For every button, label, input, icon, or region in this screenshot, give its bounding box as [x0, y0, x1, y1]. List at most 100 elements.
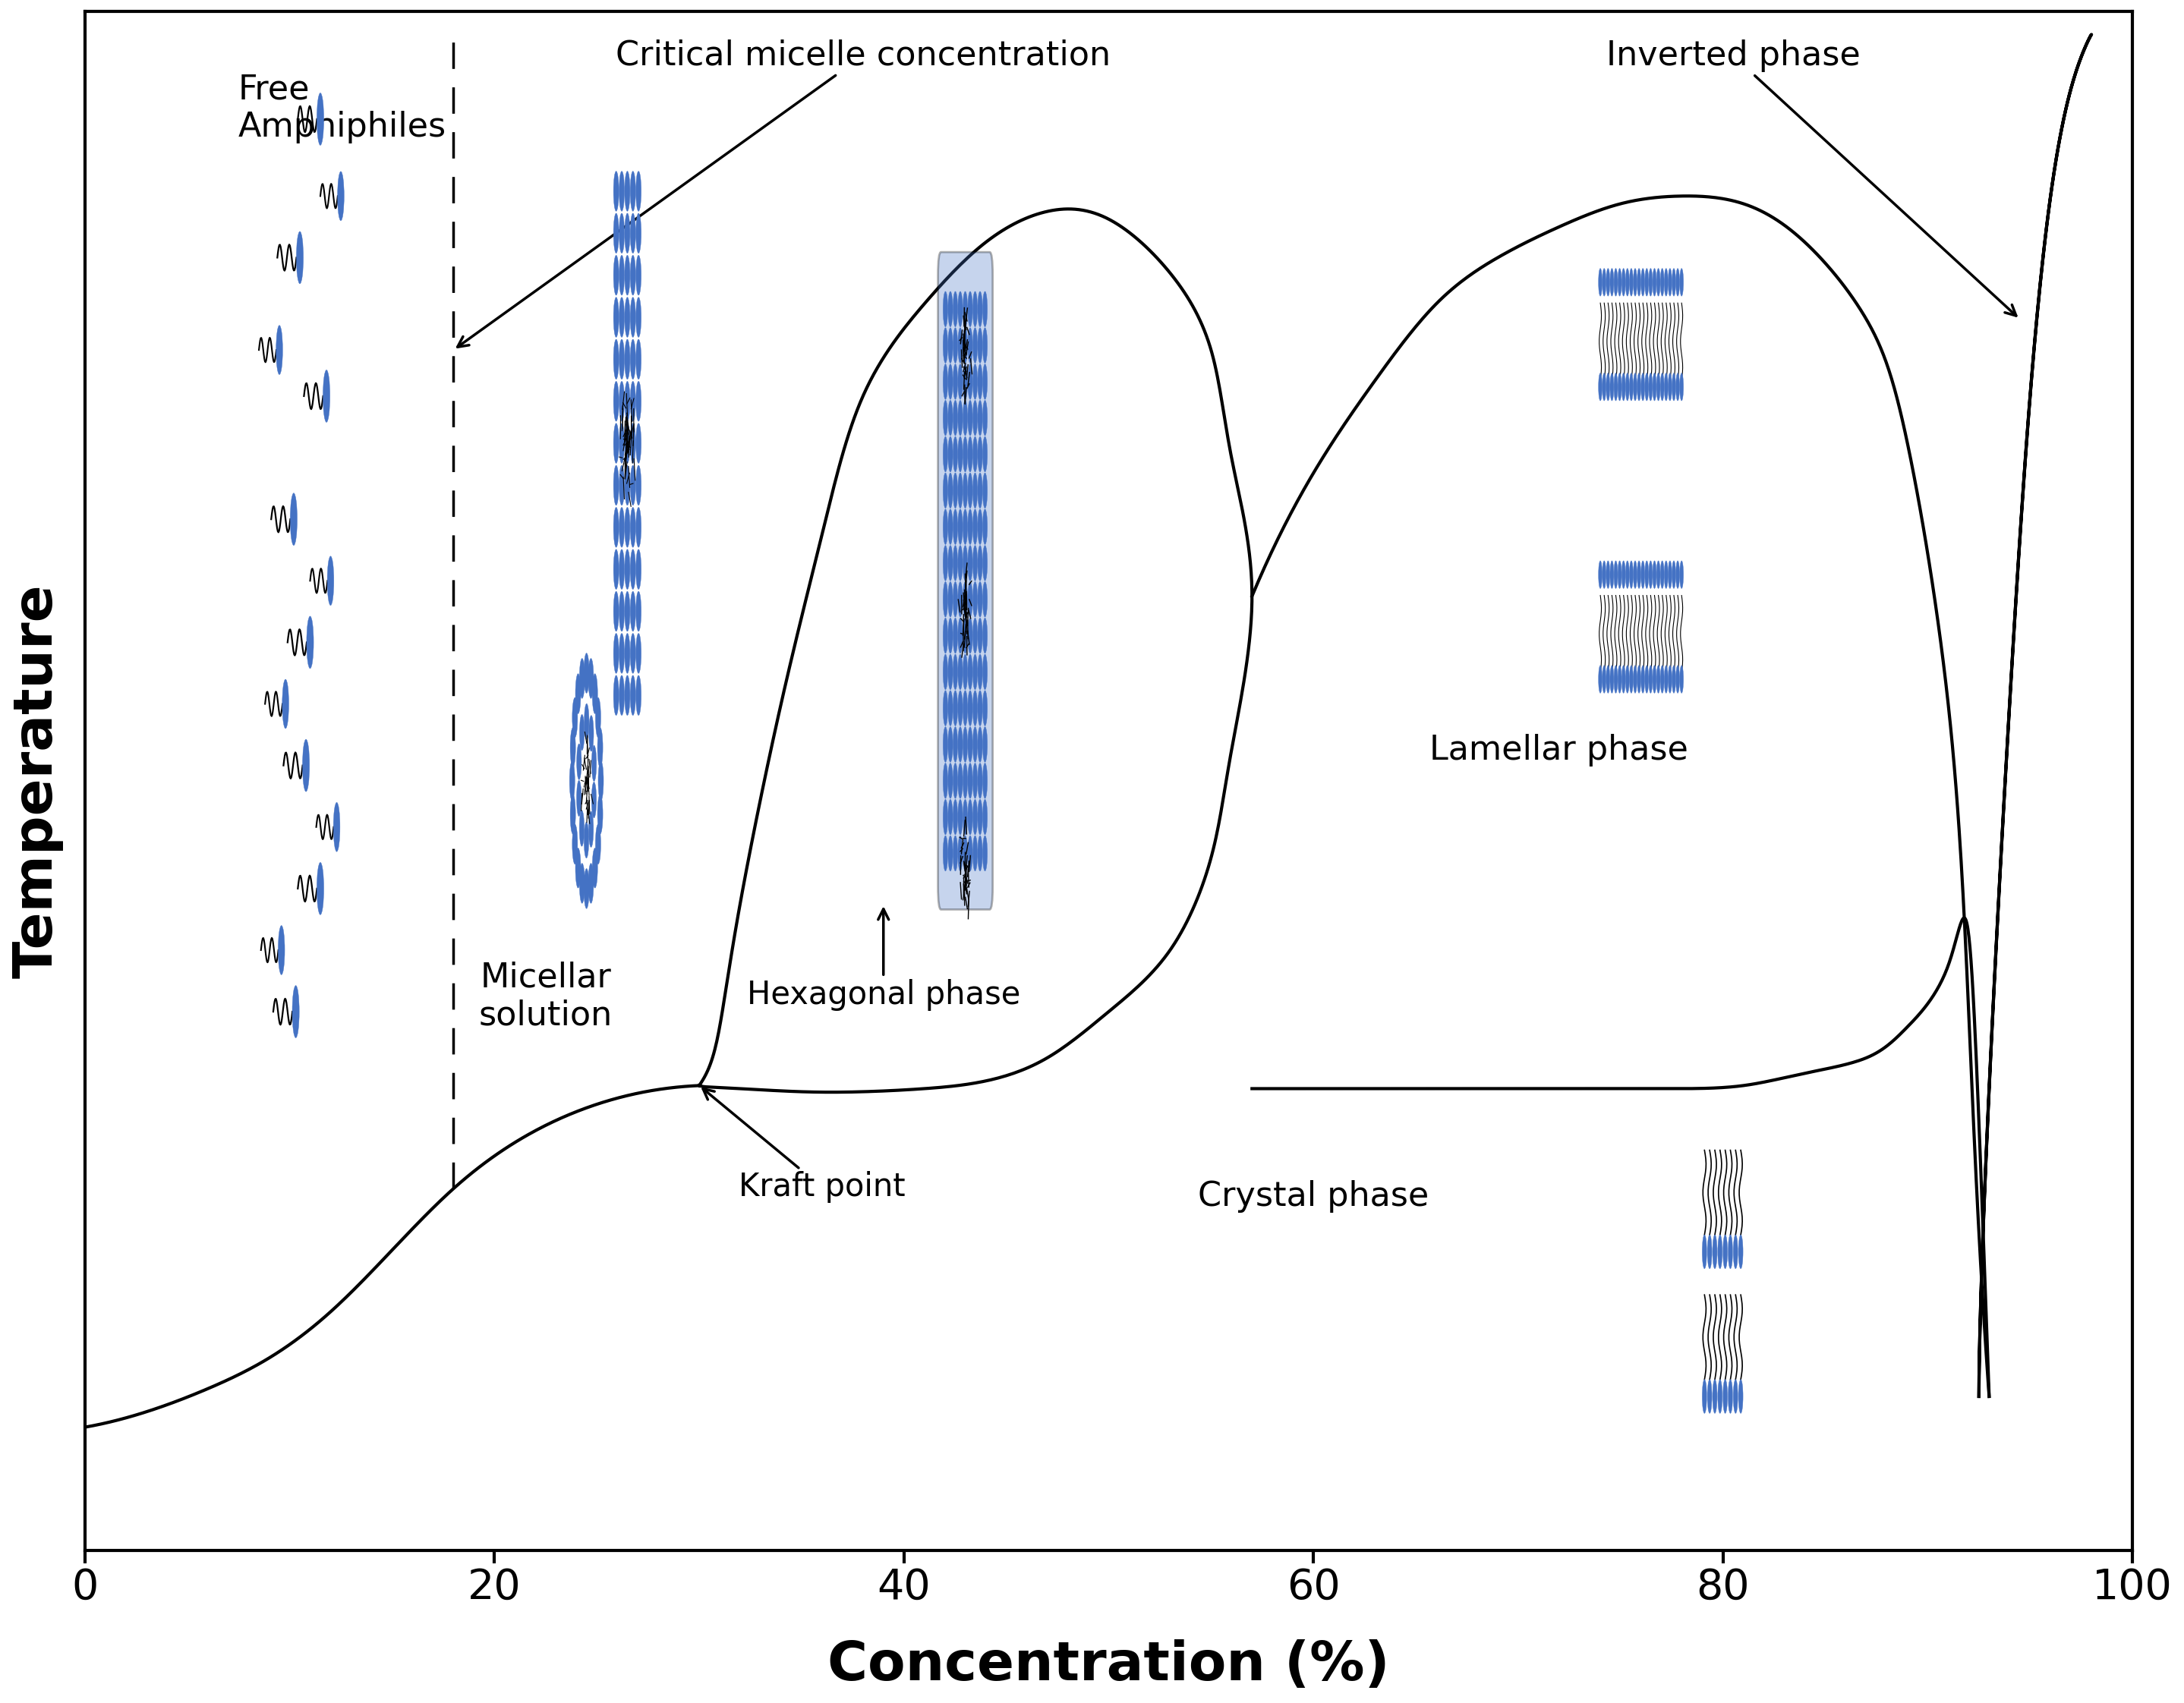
Circle shape — [579, 811, 583, 846]
Circle shape — [978, 690, 983, 725]
Text: Micellar
solution: Micellar solution — [478, 960, 612, 1032]
Circle shape — [952, 799, 957, 834]
Circle shape — [983, 690, 987, 725]
Circle shape — [1712, 1235, 1717, 1269]
Circle shape — [983, 654, 987, 690]
Circle shape — [978, 836, 983, 870]
Circle shape — [978, 799, 983, 834]
Circle shape — [614, 424, 618, 463]
Circle shape — [631, 507, 636, 547]
Circle shape — [1629, 560, 1634, 589]
Circle shape — [1708, 1235, 1712, 1269]
Circle shape — [943, 654, 948, 690]
Circle shape — [1599, 269, 1603, 296]
Circle shape — [636, 591, 642, 632]
Circle shape — [614, 465, 618, 506]
Circle shape — [1660, 269, 1664, 296]
Circle shape — [1649, 560, 1653, 589]
Circle shape — [948, 364, 952, 400]
Circle shape — [948, 799, 952, 834]
Circle shape — [948, 618, 952, 654]
Circle shape — [1610, 373, 1614, 400]
Circle shape — [631, 213, 636, 254]
Circle shape — [618, 213, 625, 254]
Circle shape — [1640, 373, 1645, 400]
Circle shape — [1655, 666, 1660, 693]
Circle shape — [1655, 373, 1660, 400]
Circle shape — [1660, 666, 1664, 693]
Circle shape — [625, 676, 629, 715]
Circle shape — [317, 94, 323, 145]
Circle shape — [598, 727, 603, 768]
Circle shape — [1728, 1379, 1732, 1413]
Circle shape — [636, 172, 642, 211]
Circle shape — [963, 690, 968, 725]
Circle shape — [952, 836, 957, 870]
Circle shape — [583, 654, 590, 693]
Circle shape — [952, 618, 957, 654]
Circle shape — [968, 473, 972, 507]
Circle shape — [948, 509, 952, 545]
Circle shape — [959, 400, 963, 436]
Circle shape — [1653, 373, 1655, 400]
Circle shape — [1625, 269, 1629, 296]
Circle shape — [943, 509, 948, 545]
Circle shape — [959, 545, 963, 581]
Circle shape — [1629, 666, 1634, 693]
Circle shape — [1618, 666, 1621, 693]
Circle shape — [1603, 560, 1605, 589]
Circle shape — [948, 690, 952, 725]
Circle shape — [1712, 1379, 1717, 1413]
Circle shape — [963, 400, 968, 436]
Circle shape — [943, 545, 948, 581]
Circle shape — [1679, 373, 1684, 400]
Circle shape — [968, 690, 972, 725]
Circle shape — [1708, 1379, 1712, 1413]
Circle shape — [963, 327, 968, 363]
Circle shape — [592, 848, 598, 887]
Circle shape — [636, 634, 642, 673]
Circle shape — [1679, 269, 1684, 296]
Circle shape — [972, 364, 978, 400]
Circle shape — [631, 550, 636, 589]
Circle shape — [636, 507, 642, 547]
Circle shape — [618, 339, 625, 380]
Circle shape — [978, 436, 983, 472]
Circle shape — [963, 436, 968, 472]
Circle shape — [1629, 373, 1634, 400]
Circle shape — [1610, 560, 1614, 589]
Circle shape — [598, 794, 603, 834]
Circle shape — [948, 654, 952, 690]
Circle shape — [1719, 1235, 1723, 1269]
Circle shape — [972, 436, 978, 472]
Circle shape — [618, 591, 625, 632]
Circle shape — [983, 836, 987, 870]
Circle shape — [963, 618, 968, 654]
Circle shape — [1675, 666, 1679, 693]
Circle shape — [1605, 666, 1610, 693]
Circle shape — [618, 424, 625, 463]
Text: Lamellar phase: Lamellar phase — [1431, 734, 1688, 766]
Circle shape — [614, 213, 618, 254]
Circle shape — [636, 424, 642, 463]
Circle shape — [1640, 560, 1645, 589]
Circle shape — [297, 232, 304, 284]
Circle shape — [968, 509, 972, 545]
Text: Hexagonal phase: Hexagonal phase — [747, 909, 1020, 1012]
Circle shape — [587, 863, 594, 903]
Circle shape — [574, 674, 581, 714]
Circle shape — [972, 291, 978, 327]
Circle shape — [968, 364, 972, 400]
Circle shape — [972, 473, 978, 507]
Circle shape — [972, 509, 978, 545]
Circle shape — [972, 400, 978, 436]
Circle shape — [631, 172, 636, 211]
Circle shape — [1673, 373, 1675, 400]
Circle shape — [952, 690, 957, 725]
Circle shape — [1623, 560, 1625, 589]
Circle shape — [948, 763, 952, 799]
Circle shape — [968, 654, 972, 690]
Circle shape — [1669, 666, 1671, 693]
Circle shape — [948, 327, 952, 363]
Circle shape — [625, 255, 629, 295]
